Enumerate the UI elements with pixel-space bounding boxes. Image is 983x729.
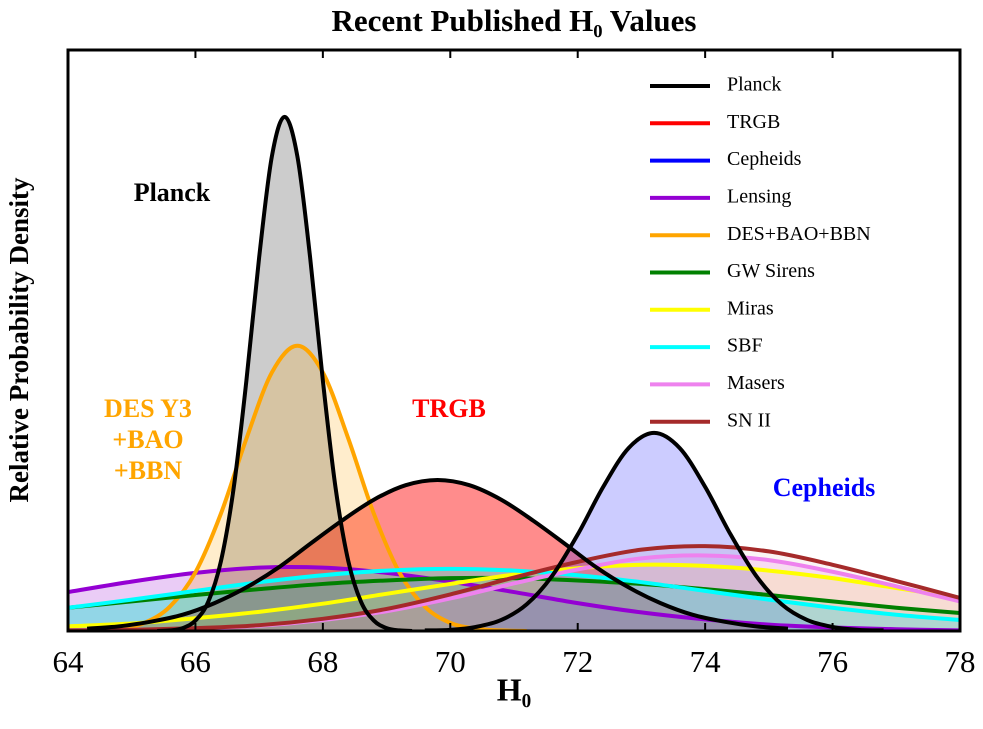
annotation: +BBN xyxy=(114,456,182,485)
line xyxy=(68,562,960,629)
line xyxy=(68,565,960,631)
area xyxy=(68,345,527,631)
y-axis-label: Relative Probability Density xyxy=(4,177,34,502)
area xyxy=(424,432,884,631)
line xyxy=(68,566,960,622)
legend-label: Masers xyxy=(727,372,785,394)
area xyxy=(157,116,413,631)
line xyxy=(424,430,884,631)
x-tick-label: 72 xyxy=(562,644,593,679)
x-tick-label: 76 xyxy=(817,644,848,679)
legend-label: TRGB xyxy=(727,111,780,133)
legend-label: Cepheids xyxy=(727,148,802,170)
area xyxy=(68,568,960,631)
x-tick-label: 68 xyxy=(307,644,338,679)
x-tick-label: 64 xyxy=(53,644,85,679)
area xyxy=(68,577,960,631)
legend-label: Lensing xyxy=(727,185,791,207)
annotation: TRGB xyxy=(412,394,486,423)
x-tick-label: 74 xyxy=(690,644,722,679)
series-layer xyxy=(68,114,960,631)
area xyxy=(68,564,960,631)
legend-label: SBF xyxy=(727,335,763,357)
area xyxy=(87,479,788,631)
line xyxy=(86,477,789,631)
legend-label: SN II xyxy=(727,409,771,431)
x-axis-label: H₀ xyxy=(497,671,531,707)
x-tick-label: 78 xyxy=(945,644,976,679)
legend-label: DES+BAO+BBN xyxy=(727,223,871,245)
annotation: Cepheids xyxy=(773,473,876,502)
annotation: +BAO xyxy=(112,425,183,454)
legend-label: GW Sirens xyxy=(727,260,815,282)
line xyxy=(68,544,960,631)
legend-label: Planck xyxy=(727,74,781,96)
annotation: Planck xyxy=(134,178,211,207)
legend-label: Miras xyxy=(727,297,774,319)
area xyxy=(68,567,960,631)
x-tick-label: 70 xyxy=(435,644,466,679)
chart-title: Recent Published H₀ Values xyxy=(332,3,697,38)
plot-frame xyxy=(66,48,962,633)
annotation: DES Y3 xyxy=(104,394,192,423)
x-tick-label: 66 xyxy=(180,644,211,679)
